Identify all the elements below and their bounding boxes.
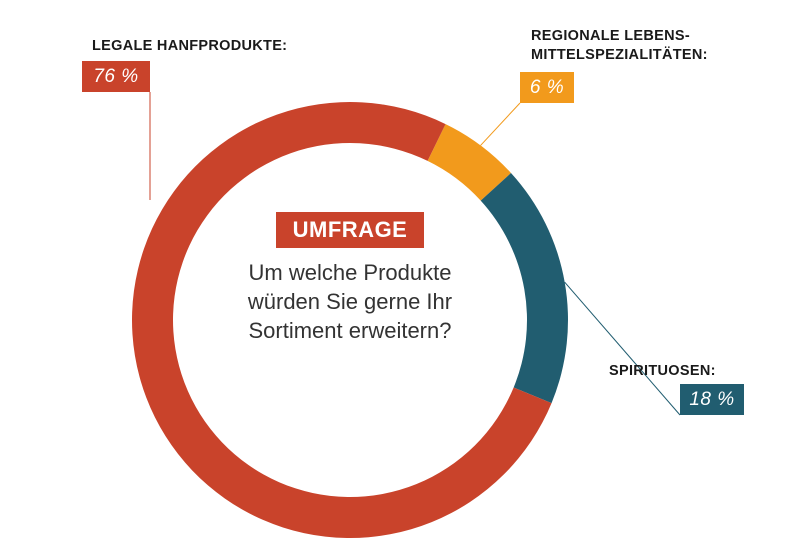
question-line: Um welche Produkte bbox=[248, 260, 452, 285]
value-spirituosen: 18 % bbox=[680, 384, 744, 415]
survey-question: Um welche Produkte würden Sie gerne Ihr … bbox=[220, 258, 480, 345]
question-line: würden Sie gerne Ihr bbox=[247, 289, 453, 314]
label-legale-hanfprodukte: LEGALE HANFPRODUKTE: bbox=[92, 38, 288, 54]
value-regionale-lebensmittelspezialitaeten: 6 % bbox=[520, 72, 574, 103]
donut-slice bbox=[480, 173, 568, 404]
question-line: Sortiment erweitern? bbox=[248, 318, 452, 343]
value-legale-hanfprodukte: 76 % bbox=[82, 61, 150, 92]
leader-line bbox=[480, 102, 521, 146]
label-spirituosen: SPIRITUOSEN: bbox=[609, 363, 716, 379]
label-regionale-lebensmittelspezialitaeten: REGIONALE LEBENS- MITTELSPEZIALITÄTEN: bbox=[531, 28, 708, 63]
survey-badge: UMFRAGE bbox=[276, 212, 424, 248]
leader-line bbox=[564, 281, 681, 416]
donut-slice bbox=[427, 124, 511, 201]
